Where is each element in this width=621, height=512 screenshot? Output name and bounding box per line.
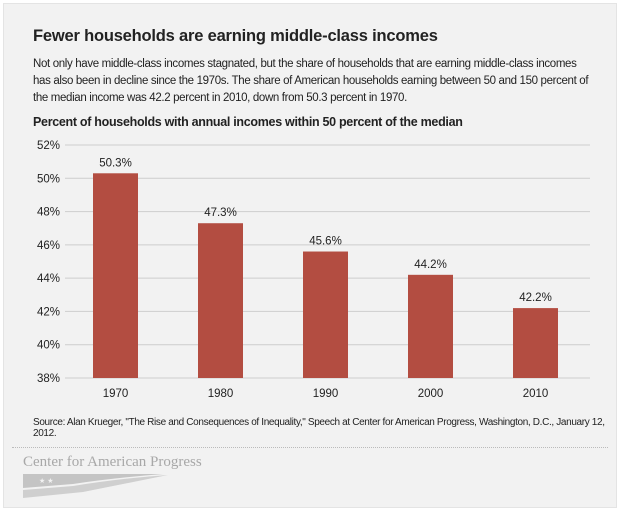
data-label: 42.2% (519, 292, 552, 304)
x-tick-label: 1990 (313, 388, 339, 400)
y-tick-label: 40% (37, 340, 60, 352)
chart-title: Percent of households with annual income… (33, 115, 463, 129)
bar-2000 (408, 274, 453, 378)
y-tick-label: 46% (37, 240, 60, 252)
x-tick-label: 1980 (208, 388, 234, 400)
page-title: Fewer households are earning middle-clas… (33, 27, 438, 45)
y-tick-label: 50% (37, 173, 60, 185)
x-tick-label: 2000 (418, 388, 444, 400)
y-tick-label: 52% (37, 140, 60, 152)
y-tick-label: 44% (37, 273, 60, 285)
y-tick-label: 42% (37, 306, 60, 318)
svg-text:★ ★: ★ ★ (39, 477, 54, 485)
data-label: 44.2% (414, 259, 447, 271)
bar-1970 (93, 173, 138, 378)
bar-1980 (198, 223, 243, 378)
description: Not only have middle-class incomes stagn… (33, 58, 589, 104)
flag-logo-icon: ★ ★ (23, 474, 168, 498)
y-tick-label: 48% (37, 207, 60, 219)
source-note: Source: Alan Krueger, "The Rise and Cons… (33, 417, 605, 439)
bar-1990 (303, 251, 348, 378)
x-tick-label: 2010 (523, 388, 549, 400)
logo: Center for American Progress (23, 454, 202, 470)
bar-2010 (513, 308, 558, 378)
data-label: 45.6% (309, 236, 342, 248)
divider (12, 447, 608, 448)
data-label: 47.3% (204, 207, 237, 219)
x-tick-label: 1970 (103, 388, 129, 400)
y-tick-label: 38% (37, 373, 60, 385)
data-label: 50.3% (99, 157, 132, 169)
